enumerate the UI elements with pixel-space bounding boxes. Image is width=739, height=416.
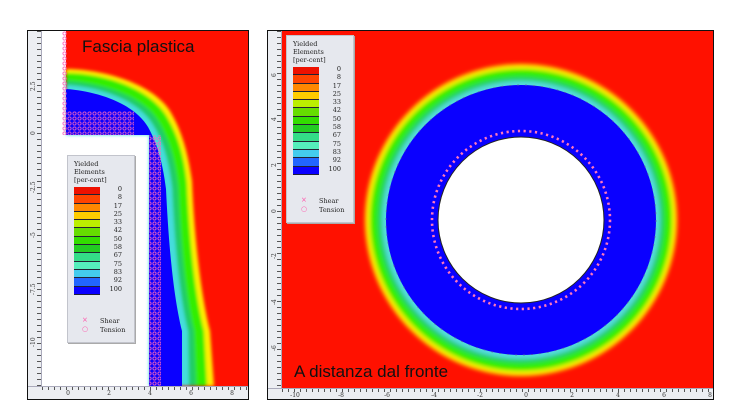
x-tick: 8 [230,390,234,397]
y-tick: -6 [271,345,278,351]
tension-label: Tension [319,206,345,214]
tension-symbol-icon: ○ [301,205,308,213]
x-tick: -6 [384,392,390,399]
legend-level: 33 [332,98,341,107]
legend-level: 92 [113,276,122,285]
x-tick: 4 [616,392,620,399]
y-tick: -2 [271,253,278,259]
legend-level: 17 [332,81,341,90]
legend-level: 50 [332,114,341,123]
y-tick: 6 [271,73,278,77]
legend-level: 67 [332,131,341,140]
legend-color-scale [74,187,100,295]
right-plot-panel: 6 4 2 0 -2 -4 -6 -8 A distanza dal front… [267,30,714,400]
legend-level: 100 [109,284,122,293]
x-tick: -4 [431,392,437,399]
legend-level: 8 [117,193,122,202]
right-legend: Yielded Elements [per-cent] 0 8 17 25 33 [286,35,354,223]
legend-level: 8 [336,73,341,82]
legend-levels: 0 8 17 25 33 42 50 58 67 75 83 92 100 [104,185,122,293]
legend-level: 33 [113,218,122,227]
legend-title: Elements [293,48,324,56]
legend-title: Yielded [293,40,318,48]
legend-title: [per-cent] [293,56,326,64]
x-tick: -10 [290,392,300,399]
x-axis-ticks [282,389,713,392]
y-tick: -4 [271,299,278,305]
left-legend: Yielded Elements [per-cent] 0 8 17 25 33 [67,155,135,343]
right-panel-title: A distanza dal fronte [294,362,449,381]
legend-level: 0 [336,65,341,73]
left-panel-title: Fascia plastica [82,37,195,56]
y-tick: 2.5 [30,81,37,91]
x-tick: 6 [662,392,666,399]
left-plot-panel: 2.5 0 -2.5 -5 -7.5 -10 [27,30,249,400]
legend-level: 83 [113,267,122,276]
right-yield-contour [365,64,677,376]
x-tick: 0 [66,390,70,397]
legend-level: 0 [117,185,122,193]
legend-level: 58 [332,123,341,132]
legend-level: 25 [332,89,341,98]
legend-level: 17 [113,201,122,210]
legend-levels: 0 8 17 25 33 42 50 58 67 75 83 92 100 [323,65,341,173]
x-axis-ticks [42,387,248,390]
legend-title: [per-cent] [74,176,107,184]
legend-level: 58 [113,243,122,252]
shear-symbol-icon: × [82,316,88,324]
y-axis-ticks [37,31,41,399]
legend-level: 42 [113,226,122,235]
y-tick: -10 [30,337,37,347]
x-tick: -2 [477,392,483,399]
y-tick: 0 [30,131,37,135]
x-tick: -8 [338,392,344,399]
legend-level: 67 [113,251,122,260]
legend-level: 100 [328,164,341,173]
x-tick: 2 [107,390,111,397]
y-tick: -5 [30,232,37,238]
y-tick: 4 [271,117,278,121]
y-tick: 0 [271,209,278,213]
y-axis-ticks [277,31,281,399]
legend-level: 83 [332,147,341,156]
x-tick: 6 [189,390,193,397]
x-tick: 4 [148,390,152,397]
x-tick: 0 [524,392,528,399]
y-tick: -7.5 [30,283,37,295]
shear-label: Shear [100,317,120,325]
legend-level: 92 [332,156,341,165]
left-y-axis: 2.5 0 -2.5 -5 -7.5 -10 [28,31,42,399]
shear-label: Shear [319,197,339,205]
legend-title: Yielded [74,160,99,168]
right-plot-area: A distanza dal fronte [282,31,713,388]
tension-symbol-icon: ○ [82,325,89,333]
right-y-axis: 6 4 2 0 -2 -4 -6 -8 [268,31,282,399]
tension-label: Tension [100,326,126,334]
x-tick: 8 [708,392,712,399]
shear-symbol-icon: × [301,196,307,204]
left-x-axis: 0 2 4 6 8 [28,386,248,399]
legend-level: 42 [332,106,341,115]
legend-level: 75 [332,139,341,148]
y-tick: 2 [271,163,278,167]
y-tick: -2.5 [30,181,37,193]
legend-title: Elements [74,168,105,176]
right-x-axis: -10 -8 -6 -4 -2 0 2 4 6 8 [268,388,713,399]
legend-level: 75 [113,259,122,268]
legend-color-scale [293,67,319,175]
legend-level: 50 [113,234,122,243]
legend-level: 25 [113,209,122,218]
x-tick: 2 [570,392,574,399]
